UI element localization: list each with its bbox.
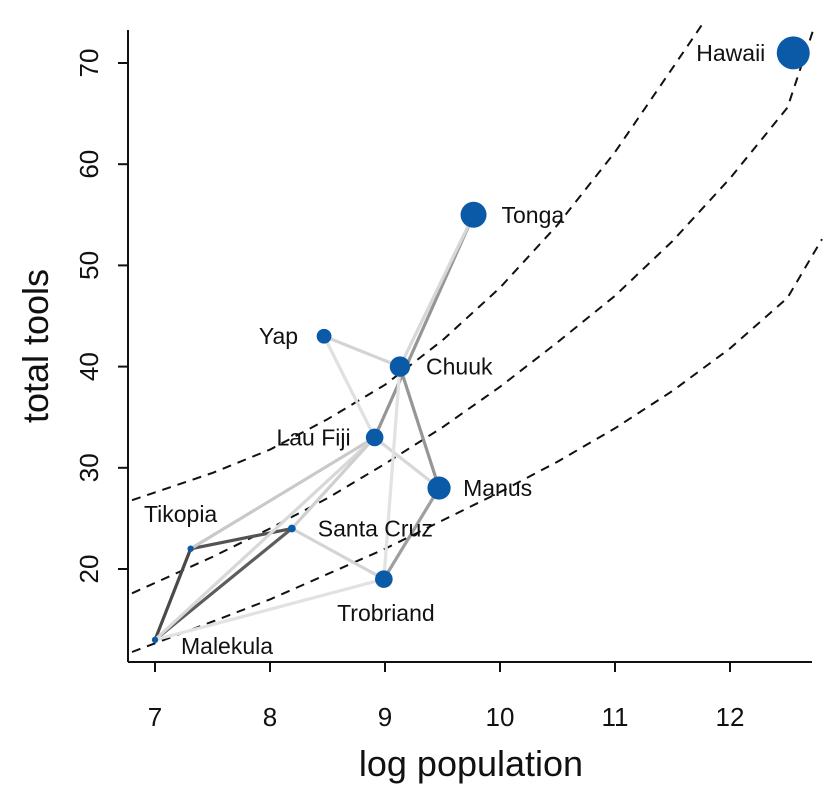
point-label-lau-fiji: Lau Fiji bbox=[276, 424, 350, 450]
link-santa-cruz-lau-fiji bbox=[290, 435, 377, 531]
x-tick-label: 9 bbox=[378, 702, 392, 732]
link-yap-lau-fiji bbox=[322, 334, 377, 440]
point-santa-cruz bbox=[287, 524, 296, 533]
x-tick-label: 12 bbox=[716, 702, 745, 732]
point-malekula bbox=[151, 636, 159, 644]
point-label-yap: Yap bbox=[259, 323, 298, 349]
point-label-manus: Manus bbox=[463, 475, 532, 501]
y-tick-label: 70 bbox=[74, 49, 104, 78]
point-label-santa-cruz: Santa Cruz bbox=[318, 516, 433, 542]
point-trobriand bbox=[375, 570, 393, 588]
curve-upper bbox=[131, 21, 705, 502]
point-hawaii bbox=[776, 36, 810, 70]
link-tikopia-lau-fiji bbox=[189, 435, 377, 551]
x-axis-title: log population bbox=[359, 743, 583, 784]
x-tick-label: 7 bbox=[148, 702, 162, 732]
point-label-malekula: Malekula bbox=[181, 633, 273, 659]
point-chuuk bbox=[389, 356, 411, 377]
link-manus-trobriand bbox=[382, 486, 441, 581]
point-label-chuuk: Chuuk bbox=[426, 354, 493, 380]
point-label-tikopia: Tikopia bbox=[144, 501, 217, 527]
point-label-tonga: Tonga bbox=[502, 202, 565, 228]
curve-lower bbox=[131, 238, 823, 653]
y-tick-label: 60 bbox=[74, 150, 104, 179]
x-tick-label: 11 bbox=[602, 702, 629, 732]
link-yap-chuuk bbox=[322, 334, 402, 369]
y-tick-label: 50 bbox=[74, 251, 104, 280]
point-manus bbox=[427, 476, 451, 500]
point-label-hawaii: Hawaii bbox=[696, 40, 765, 66]
x-tick-label: 8 bbox=[263, 702, 277, 732]
axes-layer bbox=[127, 30, 812, 663]
point-lau-fiji bbox=[365, 428, 384, 447]
link-chuuk-tonga bbox=[398, 213, 476, 369]
point-label-trobriand: Trobriand bbox=[337, 600, 435, 626]
point-tikopia bbox=[187, 545, 194, 552]
curves-layer bbox=[131, 21, 823, 653]
y-tick-label: 20 bbox=[74, 555, 104, 584]
ticks-layer: 7 8 9 10 11 12 20 30 40 50 60 70 bbox=[74, 49, 744, 732]
link-malekula-santa-cruz bbox=[153, 526, 294, 642]
link-malekula-tikopia bbox=[153, 547, 193, 642]
y-tick-label: 30 bbox=[74, 453, 104, 482]
link-chuuk-manus bbox=[398, 365, 441, 490]
link-malekula-lau-fiji bbox=[153, 435, 377, 642]
point-yap bbox=[316, 328, 332, 344]
y-tick-label: 40 bbox=[74, 352, 104, 381]
point-labels-layer: Malekula Tikopia Santa Cruz Yap Lau Fiji Trob… bbox=[144, 40, 765, 659]
y-axis-title: total tools bbox=[15, 269, 56, 423]
link-chuuk-trobriand bbox=[382, 365, 402, 581]
link-malekula-trobriand bbox=[153, 577, 386, 642]
points-layer bbox=[151, 36, 810, 644]
links-layer bbox=[153, 213, 476, 642]
curve-middle bbox=[131, 27, 815, 595]
point-tonga bbox=[460, 201, 487, 228]
link-tikopia-santa-cruz bbox=[189, 526, 294, 551]
link-lau-fiji-manus bbox=[373, 435, 441, 490]
link-santa-cruz-trobriand bbox=[290, 526, 386, 581]
x-tick-label: 10 bbox=[486, 702, 515, 732]
